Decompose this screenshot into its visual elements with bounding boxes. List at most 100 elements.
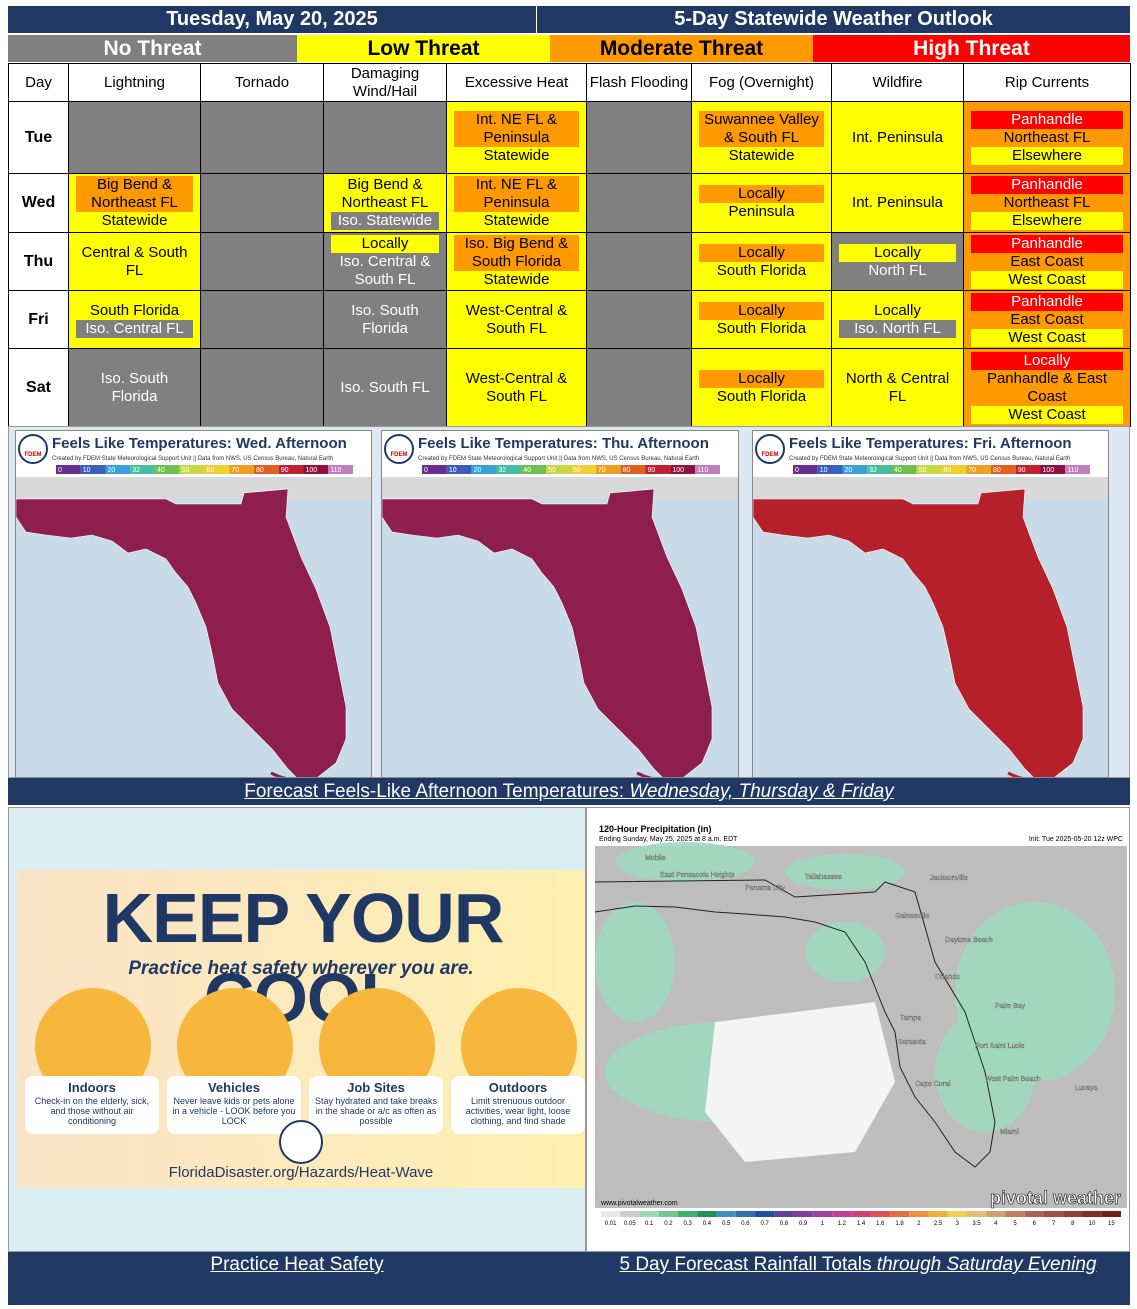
threat-cell: Panhandle Northeast FL Elsewhere [963,101,1131,174]
threat-text: Statewide [699,146,824,165]
colorbar-label: 10 [1089,1221,1096,1227]
item-text: Limit strenuous outdoor activities, wear… [465,1096,571,1126]
colorbar-label: 90 [281,467,289,474]
threat-cell: Central & South FL [68,232,201,291]
colorbar-swatch [254,465,279,474]
colorbar-swatch [1024,1211,1044,1217]
colorbar-label: 0.1 [645,1221,654,1227]
colorbar-swatch [1065,465,1090,474]
column-header: Tornado [200,63,324,102]
colorbar-swatch [601,1211,621,1217]
rain-subtitle: Ending Sunday, May 25, 2025 at 8 a.m. ED… [599,836,738,843]
threat-text: Int. Peninsula [839,128,956,147]
land-north [16,477,371,499]
threat-text: East Coast [971,310,1123,329]
colorbar-swatch [793,1211,813,1217]
threat-text: Int. NE FL & Peninsula [454,110,579,147]
threat-cell: Int. NE FL & Peninsula Statewide [446,101,587,174]
threat-cell: Locally South Florida [691,232,832,291]
rain-brand: pivotal weather [990,1188,1121,1208]
colorbar-label: 4 [994,1221,998,1227]
map-graphic: FDEM Feels Like Temperatures: Thu. Aftern… [382,434,738,777]
colorbar-label: 70 [968,467,976,474]
threat-cell: Locally South Florida [691,290,832,349]
colorbar-swatch [56,465,81,474]
threat-text: Peninsula [699,203,824,221]
colorbar-swatch [471,465,497,474]
colorbar-label: 110 [330,467,341,474]
threat-text: Statewide [454,146,579,165]
colorbar-swatch [892,465,917,474]
feels-map: FDEM Feels Like Temperatures: Wed. Aftern… [15,430,372,778]
colorbar-label: 20 [108,467,116,474]
city-label: Cape Coral [915,1081,951,1088]
threat-text: South Florida [76,301,193,320]
caption-text: 5 Day Forecast Rainfall Totals [619,1254,877,1275]
threat-text: Locally [331,234,439,253]
colorbar-label: 1.2 [838,1221,847,1227]
day-cell: Thu [8,232,69,291]
poster-subtitle: Practice heat safety wherever you are. [128,958,474,979]
colorbar-label: 40 [157,467,165,474]
threat-cell: Locally Iso. North FL [831,290,964,349]
colorbar-label: 32 [499,467,507,474]
day-cell: Wed [8,173,69,233]
colorbar-label: 1 [821,1221,825,1227]
colorbar-swatch [1101,1211,1121,1217]
column-header: Wildfire [831,63,964,102]
colorbar-label: 0.9 [799,1221,808,1227]
day-cell: Sat [8,348,69,427]
threat-cell [586,101,692,174]
threat-text: Big Bend & Northeast FL [76,176,193,212]
threat-text: Elsewhere [971,212,1123,230]
colorbar-label: 80 [256,467,264,474]
map-title: Feels Like Temperatures: Wed. Afternoon [52,435,347,452]
map-graphic: FDEM Feels Like Temperatures: Wed. Aftern… [16,434,371,777]
header-date: Tuesday, May 20, 2025 [8,6,536,33]
colorbar-label: 0.3 [683,1221,692,1227]
colorbar-swatch [716,1211,736,1217]
dry-area [705,1002,895,1162]
colorbar-swatch [155,465,180,474]
colorbar-label: 20 [845,467,853,474]
item-title: Outdoors [488,1080,548,1095]
colorbar-swatch [229,465,254,474]
colorbar-swatch [870,1211,890,1217]
threat-text: Statewide [76,212,193,230]
threat-text: Northeast FL [971,128,1123,147]
logo-text: FDEM [762,452,779,458]
colorbar-label: 0.5 [722,1221,731,1227]
threat-text: Iso. South Florida [76,369,193,406]
threat-cell: Locally North FL [831,232,964,291]
colorbar-swatch [812,1211,833,1217]
threat-cell [200,232,324,291]
logo [384,434,414,464]
threat-cell [586,290,692,349]
colorbar-label: 0.6 [741,1221,750,1227]
colorbar-swatch [986,1211,1006,1217]
logo-text: FDEM [391,452,408,458]
colorbar-label: 100 [1043,467,1055,474]
city-label: Panama City [745,885,786,892]
colorbar-swatch [867,465,892,474]
city-label: Miami [1000,1129,1019,1136]
city-label: East Pensacola Heights [660,872,735,879]
threat-text: Iso. North FL [839,319,956,338]
city-label: Gainesville [895,913,929,920]
threat-text: South Florida [699,261,824,280]
colorbar-swatch [678,1211,698,1217]
colorbar-swatch [991,465,1016,474]
logo [755,434,785,464]
colorbar-label: 0 [58,467,62,474]
threat-text: Elsewhere [971,146,1123,165]
keys [1007,771,1024,777]
colorbar-swatch [645,465,671,474]
colorbar-label: 0.7 [761,1221,770,1227]
threat-cell [200,101,324,174]
column-header: Day [8,63,69,102]
threat-text: Suwannee Valley & South FL [699,110,824,147]
threat-text: Panhandle [971,234,1123,253]
florida-outline [595,879,996,1168]
colorbar-swatch [303,465,329,474]
